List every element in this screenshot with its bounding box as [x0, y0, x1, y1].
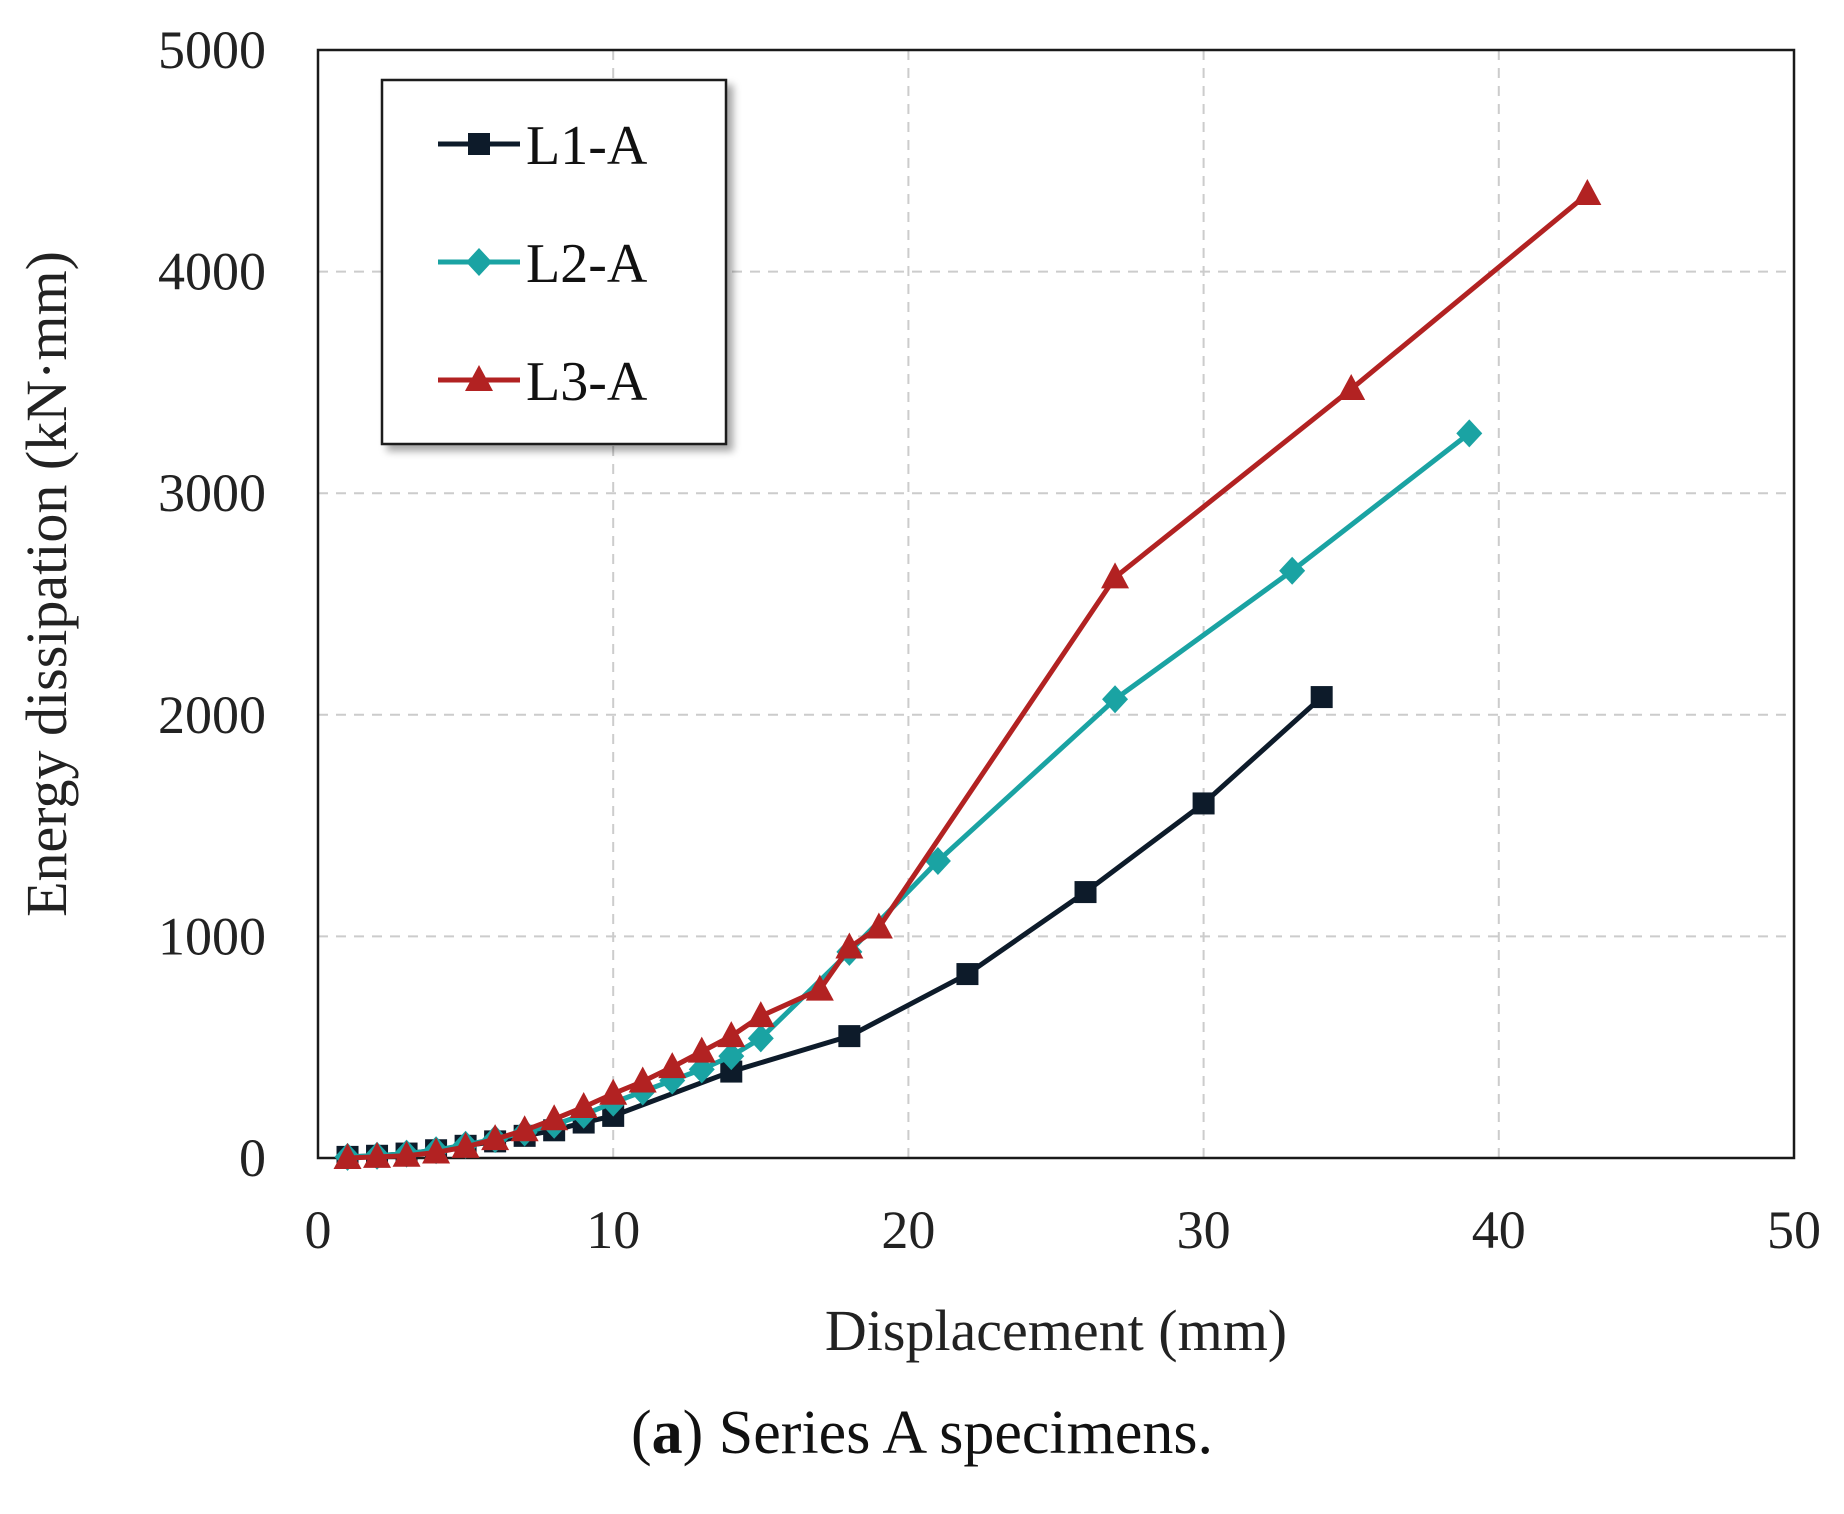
legend-label: L3-A: [526, 351, 648, 413]
y-axis-title: Energy dissipation (kN·mm): [14, 251, 79, 917]
data-point: [392, 1140, 421, 1167]
y-tick-label: 5000: [158, 20, 266, 80]
data-point: [956, 963, 979, 986]
data-point: [1310, 686, 1333, 709]
legend-label: L1-A: [526, 115, 648, 177]
legend-marker: [465, 365, 493, 391]
data-point: [1101, 562, 1130, 589]
data-point: [333, 1143, 362, 1169]
data-point: [1337, 374, 1366, 401]
data-point: [1279, 556, 1306, 585]
data-point: [1102, 685, 1129, 714]
series: [333, 179, 1602, 1171]
y-tick-label: 4000: [158, 242, 266, 302]
data-point: [687, 1036, 716, 1063]
data-point: [510, 1115, 539, 1142]
x-tick-label: 30: [1177, 1200, 1231, 1260]
grid: [318, 50, 1794, 1158]
legend-label: L2-A: [526, 233, 648, 295]
data-point: [599, 1078, 628, 1105]
series-l3-a: [333, 179, 1602, 1169]
x-tick-label: 0: [305, 1200, 332, 1260]
data-point: [747, 1024, 774, 1053]
data-point: [838, 1025, 861, 1048]
y-tick-label: 0: [239, 1128, 266, 1188]
data-point: [628, 1066, 657, 1093]
data-point: [569, 1092, 598, 1119]
caption-label: a: [651, 1399, 683, 1467]
data-point: [1573, 179, 1602, 206]
x-tick-label: 20: [881, 1200, 935, 1260]
series-line: [347, 695, 1324, 1160]
caption-text: Series A specimens.: [718, 1399, 1214, 1467]
x-tick-label: 40: [1472, 1200, 1526, 1260]
data-point: [658, 1052, 687, 1079]
series-l1-a: [336, 686, 1333, 1168]
data-point: [540, 1104, 569, 1131]
data-point: [864, 912, 893, 939]
legend-marker: [466, 248, 492, 276]
x-tick-label: 50: [1767, 1200, 1821, 1260]
data-point: [717, 1021, 746, 1048]
y-tick-label: 2000: [158, 685, 266, 745]
plot-frame: [316, 48, 1796, 1160]
data-point: [805, 974, 834, 1001]
legend-item-l1-a: L1-A: [438, 115, 648, 177]
data-point: [1074, 881, 1097, 904]
x-axis-title: Displacement (mm): [825, 1298, 1287, 1363]
legend-item-l2-a: L2-A: [438, 233, 648, 295]
data-point: [481, 1124, 510, 1151]
data-point: [720, 1060, 743, 1083]
data-point: [363, 1141, 392, 1168]
y-tick-label: 3000: [158, 463, 266, 523]
legend-marker: [468, 133, 490, 155]
data-point: [422, 1137, 451, 1164]
legend: L1-A L2-A L3-A: [380, 78, 728, 446]
figure-caption: (a) Series A specimens.: [630, 1399, 1214, 1467]
data-point: [718, 1042, 745, 1071]
legend-item-l3-a: L3-A: [438, 351, 648, 413]
x-tick-label: 10: [586, 1200, 640, 1260]
data-point: [451, 1131, 480, 1158]
y-tick-label: 1000: [158, 906, 266, 966]
data-point: [835, 932, 864, 959]
data-point: [746, 1001, 775, 1028]
data-point: [1192, 792, 1215, 815]
data-point: [1456, 419, 1483, 448]
axis-ticks: 0 10 20 30 40 50 0 1000 2000 3000 4000 5000: [158, 20, 1821, 1260]
